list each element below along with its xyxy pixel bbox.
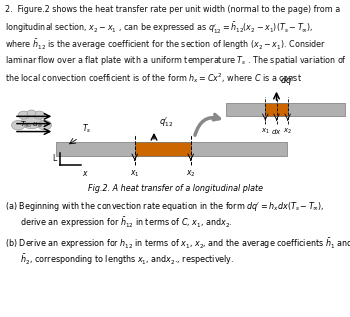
- Ellipse shape: [18, 111, 29, 119]
- Text: (a) Beginning with the convection rate equation in the form $dq^{\prime} = h_x d: (a) Beginning with the convection rate e…: [5, 200, 325, 213]
- Text: $T_{s}$: $T_{s}$: [82, 122, 92, 135]
- Text: derive an expression for $\bar{h}_{12}$ in terms of $C$, $x_1$, and$x_2$.: derive an expression for $\bar{h}_{12}$ …: [5, 216, 233, 230]
- Text: (b) Derive an expression for $h_{12}$ in terms of $x_1$, $x_2$, and the average : (b) Derive an expression for $h_{12}$ in…: [5, 236, 350, 251]
- Text: the local convection coefficient is of the form $h_x = Cx^2$, where $C$ is a con: the local convection coefficient is of t…: [5, 71, 302, 85]
- Text: Fig.2. A heat transfer of a longitudinal plate: Fig.2. A heat transfer of a longitudinal…: [88, 184, 262, 193]
- Bar: [135, 142, 191, 156]
- Bar: [265, 103, 288, 116]
- Bar: [56, 142, 287, 156]
- Text: $dq^{\prime}$: $dq^{\prime}$: [280, 74, 295, 87]
- Text: $x_2$: $x_2$: [186, 168, 196, 178]
- Text: 2.  Figure.2 shows the heat transfer rate per unit width (normal to the page) fr: 2. Figure.2 shows the heat transfer rate…: [5, 5, 341, 14]
- Ellipse shape: [21, 115, 42, 129]
- Text: where $\bar{h}_{12}$ is the average coefficient for the section of length $(x_2 : where $\bar{h}_{12}$ is the average coef…: [5, 38, 326, 53]
- Text: x: x: [82, 169, 86, 178]
- Ellipse shape: [27, 110, 36, 116]
- Text: $x_1$: $x_1$: [130, 168, 140, 178]
- Text: $x_1$: $x_1$: [261, 127, 270, 136]
- Text: $q_{12}^{\prime}$: $q_{12}^{\prime}$: [159, 115, 174, 129]
- Ellipse shape: [38, 120, 51, 130]
- Text: laminar flow over a flat plate with a uniform temperature $T_s$ . The spatial va: laminar flow over a flat plate with a un…: [5, 54, 347, 67]
- Text: $\bar{h}_2$, corresponding to lengths $x_1$, and$x_2$., respectively.: $\bar{h}_2$, corresponding to lengths $x…: [5, 252, 234, 267]
- Ellipse shape: [34, 111, 45, 119]
- Bar: [226, 103, 345, 116]
- Text: $x_2$: $x_2$: [283, 127, 292, 136]
- Text: L: L: [52, 154, 57, 163]
- Ellipse shape: [12, 120, 25, 130]
- Text: $dx$: $dx$: [271, 127, 282, 136]
- Text: longitudinal section, $x_2 - x_1$ , can be expressed as $q_{12}^{\prime} = \bar{: longitudinal section, $x_2 - x_1$ , can …: [5, 21, 314, 36]
- Text: $T_{\infty}, u_{\infty}$: $T_{\infty}, u_{\infty}$: [20, 119, 43, 128]
